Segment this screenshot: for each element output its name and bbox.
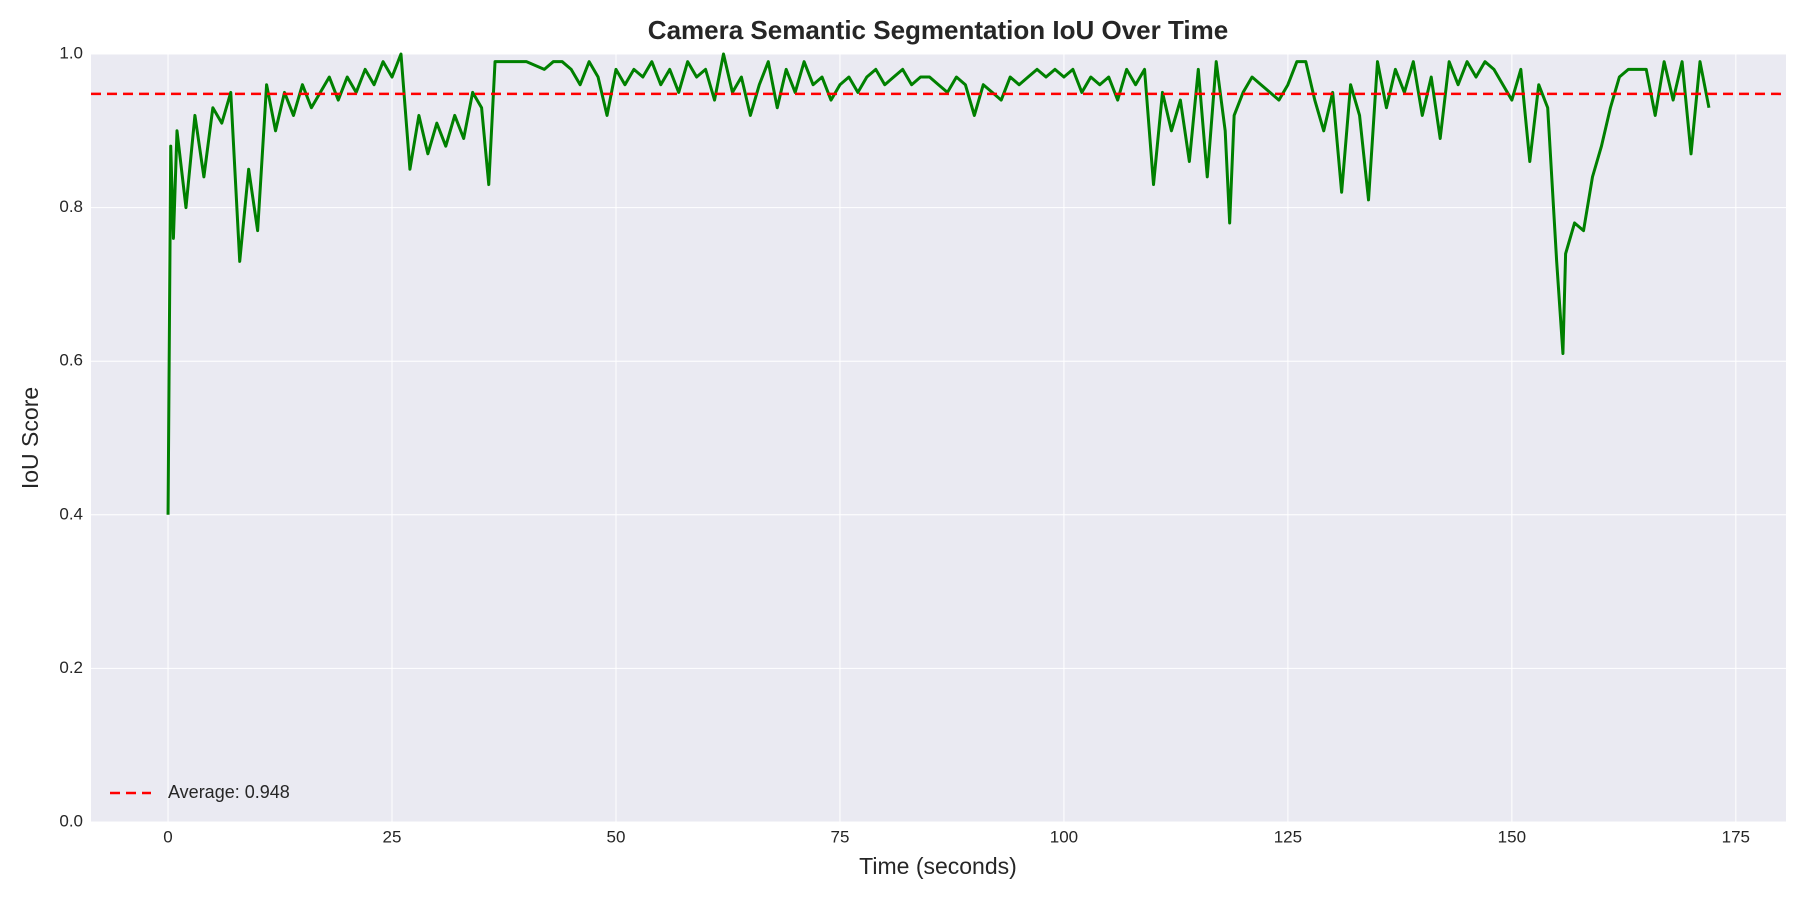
grid <box>91 53 1786 823</box>
x-tick-label: 0 <box>163 827 172 846</box>
x-tick-label: 50 <box>607 827 626 846</box>
data-line <box>166 52 1711 515</box>
x-tick-label: 25 <box>383 827 402 846</box>
x-tick-label: 150 <box>1498 827 1526 846</box>
y-tick-label: 1.0 <box>59 43 83 62</box>
y-axis-label: IoU Score <box>17 387 43 489</box>
x-tick-label: 175 <box>1722 827 1750 846</box>
y-tick-label: 0.0 <box>59 811 83 830</box>
x-axis-label: Time (seconds) <box>859 853 1017 879</box>
legend-label: Average: 0.948 <box>168 782 290 802</box>
marks <box>91 52 1786 515</box>
x-tick-label: 125 <box>1274 827 1302 846</box>
chart-title: Camera Semantic Segmentation IoU Over Ti… <box>648 15 1228 45</box>
y-tick-label: 0.6 <box>59 351 83 370</box>
y-tick-label: 0.2 <box>59 658 83 677</box>
y-tick-label: 0.4 <box>59 504 83 523</box>
x-tick-label: 75 <box>830 827 849 846</box>
plot-area <box>91 54 1786 822</box>
y-tick-label: 0.8 <box>59 197 83 216</box>
x-tick-label: 100 <box>1050 827 1078 846</box>
